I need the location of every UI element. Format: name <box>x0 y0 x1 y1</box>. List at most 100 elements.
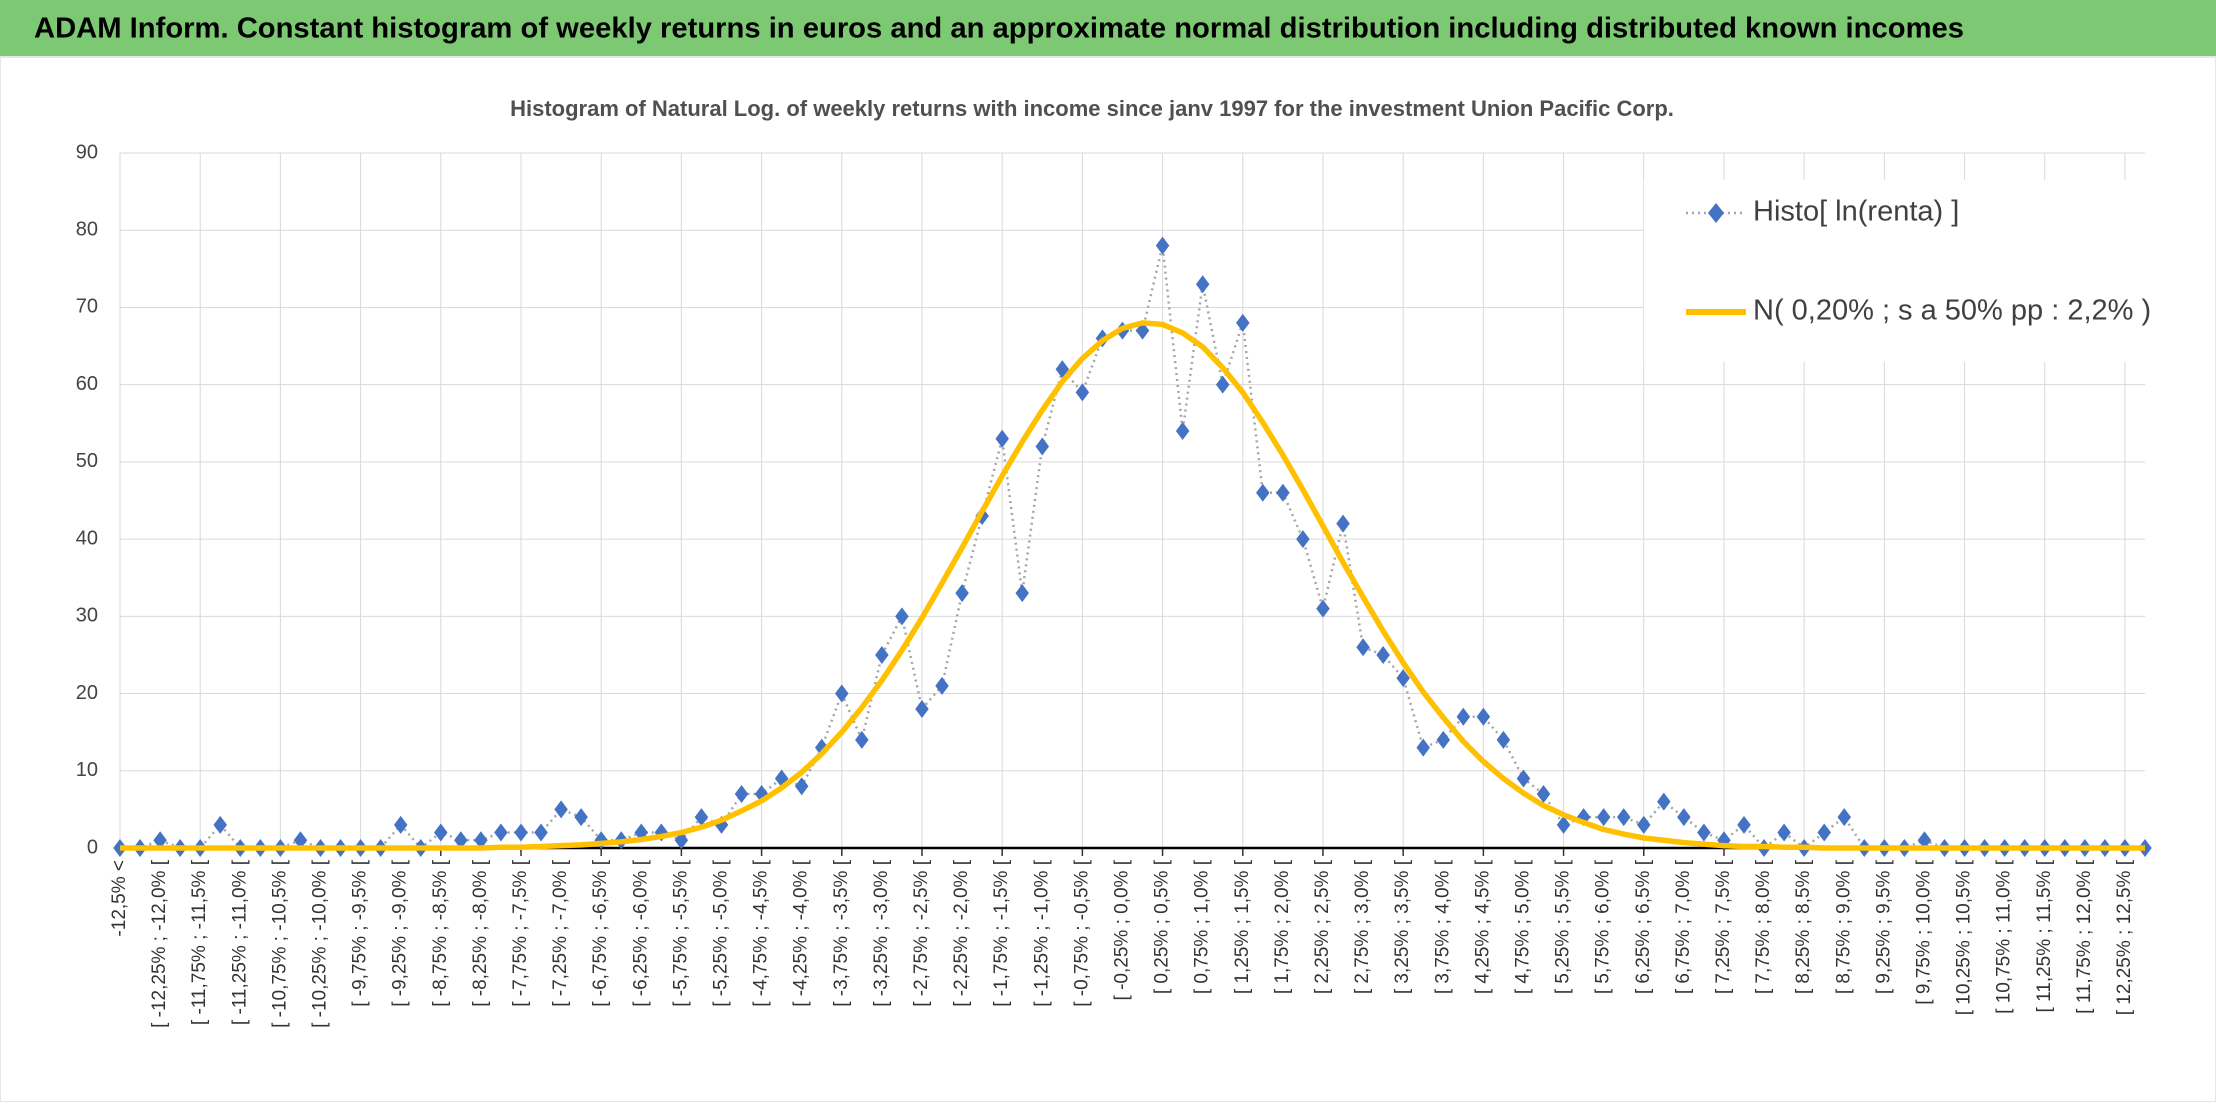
x-tick-label: [ -6,75% ; -6,5% [ <box>590 859 611 1007</box>
marker <box>454 831 468 850</box>
x-tick-label: [ -10,25% ; -10,0% [ <box>310 859 331 1028</box>
x-tick-label: [ 3,25% ; 3,5% [ <box>1392 859 1413 994</box>
marker <box>1376 645 1390 664</box>
x-tick-label: [ -9,75% ; -9,5% [ <box>350 859 371 1007</box>
x-tick-label: [ -3,25% ; -3,0% [ <box>871 859 892 1007</box>
marker <box>1516 769 1531 788</box>
x-tick-label: [ 6,75% ; 7,0% [ <box>1673 859 1694 994</box>
x-tick-label: [ -0,25% ; 0,0% [ <box>1111 859 1132 1000</box>
legend-label: Histo[ ln(renta) ] <box>1753 196 1959 228</box>
x-tick-label: [ 11,25% ; 11,5% [ <box>2034 859 2055 1012</box>
x-tick-label: [ -3,75% ; -3,5% [ <box>831 859 852 1007</box>
x-tick-label: [ -7,25% ; -7,0% [ <box>550 859 571 1007</box>
marker <box>1737 815 1751 834</box>
x-tick-label: [ -5,75% ; -5,5% [ <box>670 859 691 1007</box>
legend-box <box>1644 180 2148 362</box>
x-tick-label: [ -9,25% ; -9,0% [ <box>390 859 411 1007</box>
x-tick-label: [ 1,25% ; 1,5% [ <box>1232 859 1253 994</box>
x-tick-label: [ 6,25% ; 6,5% [ <box>1633 859 1654 994</box>
marker <box>1215 375 1230 394</box>
x-tick-label: [ -12,25% ; -12,0% [ <box>149 859 170 1028</box>
marker <box>1637 815 1651 834</box>
marker <box>955 584 969 603</box>
x-tick-label: [ 2,75% ; 3,0% [ <box>1352 859 1373 994</box>
marker <box>1175 422 1190 440</box>
x-tick-label: [ 10,75% ; 11,0% [ <box>1994 859 2015 1014</box>
x-tick-label: [ 9,25% ; 9,5% [ <box>1873 859 1894 994</box>
y-tick-label: 30 <box>76 605 98 627</box>
marker <box>293 831 308 850</box>
marker <box>1276 483 1290 502</box>
marker <box>895 607 909 626</box>
marker <box>694 808 709 827</box>
marker <box>514 823 528 842</box>
marker <box>1195 275 1210 294</box>
marker <box>1015 584 1029 603</box>
x-tick-label: [ -7,75% ; -7,5% [ <box>510 859 531 1007</box>
y-tick-label: 20 <box>76 682 98 704</box>
y-tick-label: 60 <box>76 373 98 395</box>
x-tick-label: [ 3,75% ; 4,0% [ <box>1432 859 1453 994</box>
x-tick-label: [ 11,75% ; 12,0% [ <box>2074 859 2095 1014</box>
marker <box>995 429 1009 448</box>
header-bar <box>0 0 2216 57</box>
marker <box>1075 383 1090 402</box>
marker <box>915 700 929 718</box>
marker <box>534 823 548 842</box>
marker <box>1917 831 1932 850</box>
x-tick-label: [ 8,25% ; 8,5% [ <box>1793 859 1814 994</box>
marker <box>474 831 488 850</box>
marker <box>1035 437 1050 456</box>
x-tick-label: [ -0,75% ; -0,5% [ <box>1071 859 1092 1007</box>
marker <box>1155 236 1170 255</box>
x-tick-label: [ 4,75% ; 5,0% [ <box>1512 859 1533 994</box>
y-tick-label: 40 <box>76 527 98 549</box>
marker <box>1697 823 1711 842</box>
y-tick-label: 0 <box>87 836 98 858</box>
x-tick-label: [ 2,25% ; 2,5% [ <box>1312 859 1333 994</box>
marker <box>1436 730 1451 749</box>
page-title: ADAM Inform. Constant histogram of weekl… <box>34 13 1964 45</box>
x-tick-label: [ 7,25% ; 7,5% [ <box>1713 859 1734 994</box>
marker <box>734 784 749 803</box>
y-tick-label: 90 <box>76 141 98 163</box>
marker <box>1596 808 1611 827</box>
x-tick-label: [ 0,25% ; 0,5% [ <box>1152 859 1173 994</box>
marker <box>574 808 588 827</box>
marker <box>1396 669 1410 688</box>
x-tick-label: [ -8,75% ; -8,5% [ <box>430 859 451 1007</box>
marker <box>1336 514 1350 533</box>
marker <box>554 800 568 819</box>
marker <box>1496 730 1511 749</box>
x-tick-label: [ 1,75% ; 2,0% [ <box>1272 859 1293 994</box>
x-tick-label: [ 7,75% ; 8,0% [ <box>1753 859 1774 994</box>
marker <box>1256 483 1270 502</box>
x-tick-label: [ 0,75% ; 1,0% [ <box>1192 859 1213 994</box>
x-tick-label: [ 12,25% ; 12,5% [ <box>2114 859 2135 1015</box>
marker <box>1416 738 1430 757</box>
x-tick-label: [ -2,75% ; -2,5% [ <box>911 859 932 1007</box>
x-tick-label: [ -4,25% ; -4,0% [ <box>791 859 812 1007</box>
x-tick-label: [ -1,25% ; -1,0% [ <box>1031 859 1052 1007</box>
x-tick-label: [ 4,25% ; 4,5% [ <box>1472 859 1493 994</box>
y-tick-label: 10 <box>76 759 98 781</box>
x-tick-label: [ 9,75% ; 10,0% [ <box>1913 859 1934 1004</box>
marker <box>1356 638 1370 657</box>
marker <box>875 645 889 664</box>
marker <box>1837 808 1852 827</box>
marker <box>1677 808 1691 827</box>
marker <box>1536 784 1551 803</box>
marker <box>1476 707 1491 726</box>
marker <box>794 777 809 796</box>
x-tick-label: [ -4,75% ; -4,5% [ <box>751 859 772 1007</box>
marker <box>1777 823 1791 842</box>
x-tick-label: [ 10,25% ; 10,5% [ <box>1954 859 1975 1015</box>
marker <box>1236 313 1250 332</box>
marker <box>835 684 849 703</box>
marker <box>1657 792 1671 811</box>
marker <box>1456 707 1471 726</box>
marker <box>494 823 508 842</box>
x-tick-label: -12,5% < <box>109 860 130 937</box>
legend-swatch <box>1708 203 1724 223</box>
